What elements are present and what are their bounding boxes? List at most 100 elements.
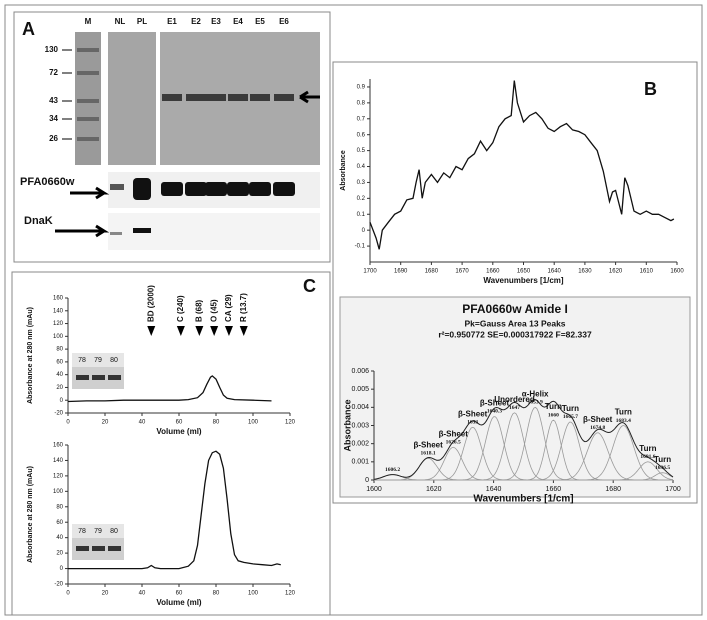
peak-label: Turn <box>654 455 671 464</box>
y-tick-label: 0.001 <box>351 459 369 466</box>
y-tick-label: 0 <box>60 398 64 404</box>
x-tick-label: 1610 <box>640 269 654 275</box>
y-tick-label: 60 <box>56 520 63 526</box>
y-tick-label: 0.1 <box>357 212 366 218</box>
y-tick-label: 140 <box>53 308 64 314</box>
gel-band <box>206 94 226 101</box>
y-axis-label: Absorbance at 280 nm (mAu) <box>27 307 34 404</box>
y-tick-label: 0.5 <box>357 148 366 154</box>
inset-band <box>108 375 121 380</box>
x-tick-label: 1700 <box>665 486 681 493</box>
peak-position: 1633 <box>467 420 478 426</box>
gel-band <box>162 94 182 101</box>
panel-label: B <box>644 79 657 99</box>
inset-band <box>92 375 105 380</box>
y-tick-label: 40 <box>56 535 63 541</box>
data-line <box>68 450 281 570</box>
x-axis-label: Volume (ml) <box>156 427 202 436</box>
blot-band <box>110 184 124 190</box>
marker-band <box>77 48 99 52</box>
x-tick-label: 100 <box>248 420 259 426</box>
y-tick-label: 0.005 <box>351 386 369 393</box>
standard-label: C (240) <box>176 295 185 322</box>
peak-label: Turn <box>562 404 579 413</box>
peak-position: 1606.2 <box>385 467 400 473</box>
marker-band <box>77 137 99 141</box>
x-axis-label: Volume (ml) <box>156 598 202 607</box>
y-tick-label: 0 <box>60 566 64 572</box>
chart-subtitle: Pk=Gauss Area 13 Peaks <box>464 318 565 328</box>
data-line <box>67 375 272 403</box>
chart-subtitle: r²=0.950772 SE=0.000317922 F=82.337 <box>438 329 592 339</box>
x-tick-label: 1680 <box>425 269 439 275</box>
inset-lane-label: 79 <box>94 357 102 364</box>
inset-lane-label: 78 <box>78 357 86 364</box>
x-tick-label: 1630 <box>578 269 592 275</box>
mw-label: 26 <box>49 134 58 143</box>
standard-arrow <box>147 326 156 336</box>
lane-label: E5 <box>255 17 265 26</box>
x-tick-label: 0 <box>66 591 70 597</box>
peak-label: Unordered <box>494 395 535 404</box>
x-tick-label: 1600 <box>670 269 684 275</box>
inset-band <box>76 375 89 380</box>
x-tick-label: 80 <box>213 420 220 426</box>
blot-label: DnaK <box>24 215 53 227</box>
gel-lysate <box>108 32 156 165</box>
standard-label: BD (2000) <box>146 285 155 322</box>
blot-label: PFA0660w <box>20 176 75 188</box>
x-tick-label: 40 <box>139 420 146 426</box>
peak-label: Turn <box>545 402 562 411</box>
inset-band <box>76 546 89 551</box>
panel-label: C <box>303 276 316 296</box>
peak-label: α-Helix <box>522 389 549 398</box>
peak-position: 1691.6 <box>640 454 655 460</box>
y-tick-label: 0 <box>362 228 366 234</box>
marker-band <box>77 71 99 75</box>
blot-band <box>205 182 227 196</box>
y-tick-label: 120 <box>53 321 64 327</box>
standard-label: O (45) <box>209 299 218 322</box>
y-tick-label: 160 <box>53 296 64 302</box>
blot-arrow <box>70 186 110 200</box>
mw-label: 130 <box>45 45 59 54</box>
y-tick-label: 0.7 <box>357 116 366 122</box>
y-tick-label: 0 <box>365 477 369 484</box>
peak-position: 1665.7 <box>563 414 578 420</box>
peak-position: 1640.3 <box>487 409 502 415</box>
x-tick-label: 1620 <box>426 486 442 493</box>
y-axis-label: Absorbance at 280 nm (mAu) <box>27 466 34 563</box>
y-tick-label: 0.6 <box>357 132 366 138</box>
y-axis-label: Absorbance <box>342 399 352 451</box>
blot-band <box>133 228 151 233</box>
panel-a-frame <box>13 11 331 263</box>
y-tick-label: 0.006 <box>351 368 369 375</box>
mw-label: 34 <box>49 114 58 123</box>
lane-label: E3 <box>211 17 221 26</box>
lane-label: NL <box>115 17 126 26</box>
y-tick-label: 0.002 <box>351 441 369 448</box>
inset-lane-label: 78 <box>78 528 86 535</box>
x-tick-label: 1640 <box>548 269 562 275</box>
standard-arrow <box>239 326 248 336</box>
lane-label: E4 <box>233 17 243 26</box>
mw-label: 43 <box>49 96 58 105</box>
x-tick-label: 60 <box>176 420 183 426</box>
y-tick-label: -20 <box>54 411 63 417</box>
x-tick-label: 1680 <box>605 486 621 493</box>
x-tick-label: 40 <box>139 591 146 597</box>
lane-label: E6 <box>279 17 289 26</box>
inset-band <box>92 546 105 551</box>
y-tick-label: 100 <box>53 489 64 495</box>
marker-band <box>77 117 99 121</box>
y-tick-label: 0.2 <box>357 196 366 202</box>
peak-label: β-Sheet <box>480 399 510 408</box>
blot-band <box>161 182 183 196</box>
x-tick-label: 1620 <box>609 269 623 275</box>
peak-label: β-Sheet <box>583 415 613 424</box>
x-tick-label: 120 <box>285 591 296 597</box>
gel-band <box>274 94 294 101</box>
fit-envelope <box>373 398 674 480</box>
blot-band <box>110 232 122 235</box>
mw-label: 72 <box>49 68 58 77</box>
